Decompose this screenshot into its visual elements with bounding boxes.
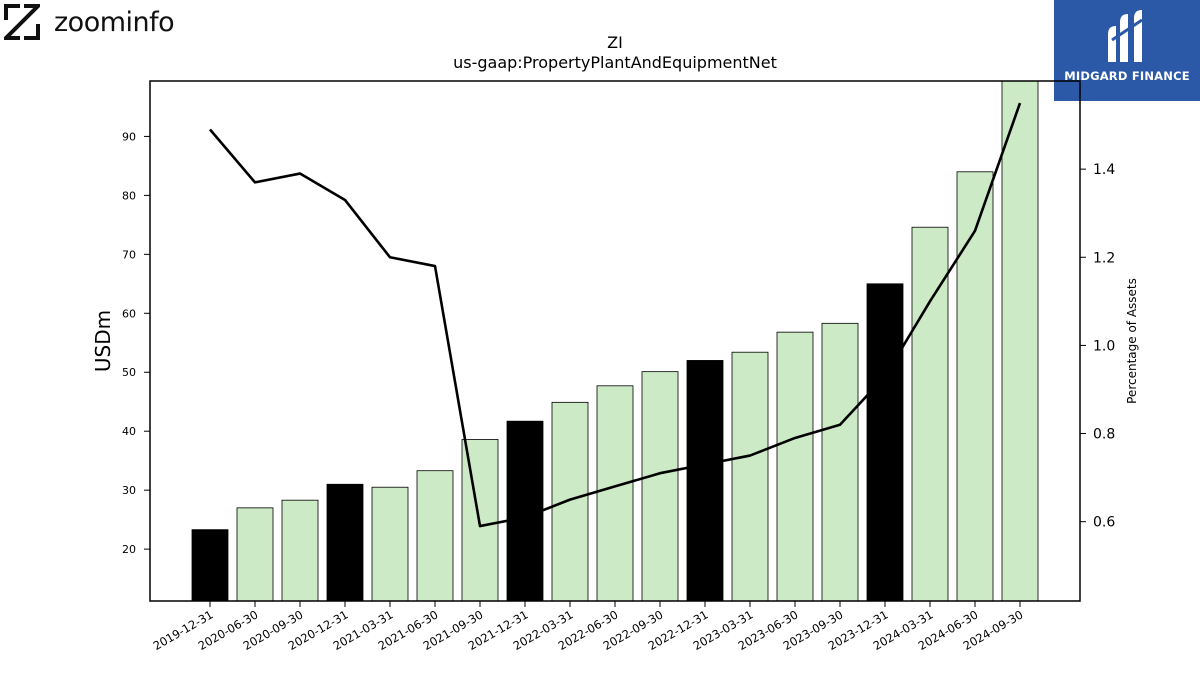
y2-tick-label-1: 1.0 bbox=[1093, 338, 1115, 354]
line-group bbox=[209, 102, 1022, 528]
bar-2023-06-30 bbox=[776, 331, 814, 602]
midgard-finance-logo: MIDGARD FINANCE bbox=[1054, 0, 1200, 101]
bar-2022-03-31 bbox=[551, 401, 589, 602]
bar-2024-03-31 bbox=[911, 226, 949, 602]
zoominfo-logo: zoominfo bbox=[4, 4, 175, 40]
percentage-of-assets-line bbox=[209, 102, 1022, 528]
chart-title: ZI bbox=[607, 33, 623, 52]
y-tick-label-30: 30 bbox=[122, 484, 136, 497]
y2-axis: 0.6 0.8 1.0 1.2 1.4 bbox=[1080, 162, 1115, 531]
y-tick-label-90: 90 bbox=[122, 130, 136, 143]
y2-tick-label-0.8: 0.8 bbox=[1093, 427, 1115, 443]
bar-2019-12-31 bbox=[191, 529, 229, 602]
y2-tick-label-1.4: 1.4 bbox=[1093, 162, 1115, 178]
bar-2024-06-30 bbox=[956, 171, 994, 602]
midgard-finance-wordmark: MIDGARD FINANCE bbox=[1064, 69, 1190, 83]
bar-2023-03-31 bbox=[731, 351, 769, 602]
x-axis: 2019-12-312020-06-302020-09-302020-12-31… bbox=[151, 601, 1026, 653]
y2-tick-label-1.2: 1.2 bbox=[1093, 250, 1115, 266]
y-tick-label-60: 60 bbox=[122, 307, 136, 320]
y-tick-label-50: 50 bbox=[122, 366, 136, 379]
bar-2023-09-30 bbox=[821, 322, 859, 602]
bar-2020-06-30 bbox=[236, 507, 274, 602]
y2-tick-label-0.6: 0.6 bbox=[1093, 515, 1115, 531]
bar-2024-09-30 bbox=[1001, 80, 1039, 602]
midgard-emblem-icon bbox=[1108, 10, 1143, 62]
bar-2021-06-30 bbox=[416, 470, 454, 602]
y-tick-label-70: 70 bbox=[122, 248, 136, 261]
zoominfo-z-icon bbox=[4, 4, 40, 40]
bar-2021-03-31 bbox=[371, 486, 409, 602]
chart-subtitle: us-gaap:PropertyPlantAndEquipmentNet bbox=[453, 53, 777, 72]
y-tick-label-40: 40 bbox=[122, 425, 136, 438]
y-tick-label-20: 20 bbox=[122, 543, 136, 556]
bars-group bbox=[191, 80, 1039, 602]
bar-2020-09-30 bbox=[281, 499, 319, 602]
bar-2022-06-30 bbox=[596, 385, 634, 602]
zoominfo-wordmark: zoominfo bbox=[54, 6, 175, 38]
y-axis-label: USDm bbox=[91, 310, 115, 372]
y-tick-label-80: 80 bbox=[122, 189, 136, 202]
bar-2022-12-31 bbox=[686, 360, 724, 602]
bar-2023-12-31 bbox=[866, 283, 904, 602]
y-axis: 20 30 40 50 60 70 80 90 bbox=[122, 130, 150, 556]
bar-2022-09-30 bbox=[641, 371, 679, 602]
bar-2020-12-31 bbox=[326, 483, 364, 602]
y2-axis-label: Percentage of Assets bbox=[1125, 278, 1139, 404]
